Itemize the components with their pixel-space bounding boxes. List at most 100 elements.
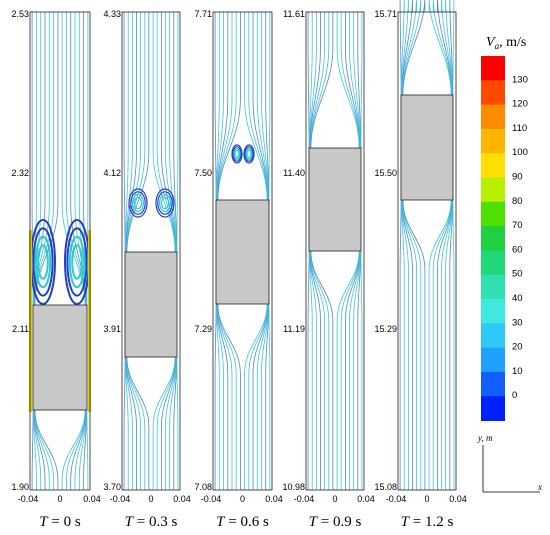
panel-1: 2.53 2.32 2.11 1.90 -0.04 0 0.04T = 0 s (11, 9, 100, 530)
y-tick-label: 11.19 (283, 324, 305, 334)
panel-3: 7.71 7.50 7.29 7.08 -0.04 0 0.04 T = 0.6 s (194, 9, 282, 530)
legend-swatch (481, 250, 505, 276)
vortex-left (37, 244, 49, 280)
streamline (123, 12, 126, 490)
legend-swatch (481, 177, 505, 203)
streamline (125, 12, 137, 490)
vortex-right (160, 196, 170, 210)
panel-caption: T = 0.9 s (309, 514, 362, 530)
legend-swatch (481, 128, 505, 154)
vortex-left (232, 146, 242, 162)
x-tick-label: -0.04 (18, 494, 39, 504)
legend-swatch (481, 299, 505, 324)
panel-caption: T = 0.6 s (216, 514, 269, 530)
vortex-left (133, 196, 143, 210)
panel-4: 11.61 11.40 11.19 10.98 -0.04 0 0.04 T = 0.9 s (282, 9, 374, 530)
legend-swatch (481, 226, 505, 251)
vortex-left (130, 191, 146, 215)
y-tick-label: 11.40 (283, 168, 305, 178)
y-tick-label: 2.32 (11, 168, 29, 178)
y-tick-label: 15.29 (374, 324, 397, 334)
y-tick-label: 2.53 (11, 9, 29, 19)
legend-tick-label: 90 (512, 172, 523, 183)
x-tick-label: 0.04 (83, 494, 101, 504)
legend-tick-label: 20 (512, 342, 523, 353)
legend-swatch (481, 104, 505, 130)
domain-frame (212, 11, 273, 491)
x-tick-label: 0.04 (449, 494, 467, 504)
y-tick-label: 15.50 (374, 168, 397, 178)
x-tick-label: -0.04 (201, 494, 222, 504)
legend-title: Va, m/s (486, 35, 526, 51)
domain-frame (121, 11, 181, 491)
x-tick-label: 0 (240, 494, 245, 504)
axes-indicator: y, m x (477, 433, 542, 493)
domain-frame (397, 11, 457, 491)
body-block (124, 251, 178, 358)
legend-swatch (481, 396, 505, 421)
y-tick-label: 7.71 (194, 9, 212, 19)
legend-tick-label: 50 (512, 269, 523, 280)
vortex-left (32, 227, 54, 297)
vortex-right (246, 149, 252, 159)
vortex-left (233, 148, 241, 161)
legend-swatch (481, 347, 505, 373)
axis-y-label: y, m (477, 433, 493, 443)
vortex-right (245, 148, 253, 161)
y-tick-label: 15.71 (374, 9, 397, 19)
legend-swatch (481, 56, 505, 81)
panel-caption: T = 0 s (39, 514, 81, 530)
vortex-right (244, 146, 254, 162)
legend-tick-label: 40 (512, 293, 523, 304)
legend-tick-label: 110 (512, 123, 527, 134)
vortex-right (71, 244, 83, 280)
panel-5: 15.71 15.50 15.29 15.08 -0.04 0 0.04 T = 1.2 s (374, 0, 467, 530)
x-tick-label: 0 (424, 494, 429, 504)
axis-x-label: x (537, 482, 542, 492)
streamline (452, 0, 455, 490)
legend-tick-label: 100 (512, 147, 528, 158)
streamline (152, 12, 176, 490)
vortex-right (157, 191, 173, 215)
vortex-left (234, 149, 240, 159)
streamline (399, 0, 402, 490)
legend-swatch (481, 80, 505, 106)
x-tick-label: 0 (148, 494, 153, 504)
legend-tick-label: 10 (512, 366, 523, 377)
body-block (400, 94, 454, 201)
y-tick-label: 1.90 (11, 482, 29, 492)
vortex-left (231, 144, 243, 164)
legend-swatch (481, 371, 505, 397)
x-tick-label: 0 (57, 494, 62, 504)
wall-heat (29, 230, 32, 412)
streamline (126, 12, 150, 490)
y-tick-label: 11.61 (283, 9, 305, 19)
body-block (308, 147, 362, 252)
legend-tick-label: 70 (512, 220, 523, 231)
y-tick-label: 7.29 (194, 324, 212, 334)
y-tick-label: 3.70 (103, 482, 121, 492)
x-tick-label: -0.04 (294, 494, 315, 504)
legend-tick-label: 0 (512, 390, 517, 401)
x-tick-label: -0.04 (386, 494, 407, 504)
legend-swatch (481, 274, 505, 300)
wall-heat (88, 230, 91, 412)
y-tick-label: 7.50 (194, 168, 212, 178)
panel-2: 4.33 4.12 3.91 3.70 -0.04 0 0.04 T = 0.3 s (103, 9, 190, 530)
legend-tick-label: 80 (512, 196, 523, 207)
vortex-right (68, 235, 86, 289)
streamline (176, 12, 179, 490)
legend-tick-label: 130 (512, 74, 528, 85)
y-tick-label: 10.98 (282, 482, 305, 492)
y-tick-label: 4.12 (103, 168, 121, 178)
body-block (215, 199, 270, 305)
vortex-left (34, 235, 52, 289)
vortex-left (128, 188, 148, 218)
streamline (165, 12, 177, 490)
x-tick-label: 0.04 (357, 494, 375, 504)
vortex-left (132, 194, 145, 213)
legend-swatch (481, 153, 505, 178)
x-tick-label: 0 (332, 494, 337, 504)
